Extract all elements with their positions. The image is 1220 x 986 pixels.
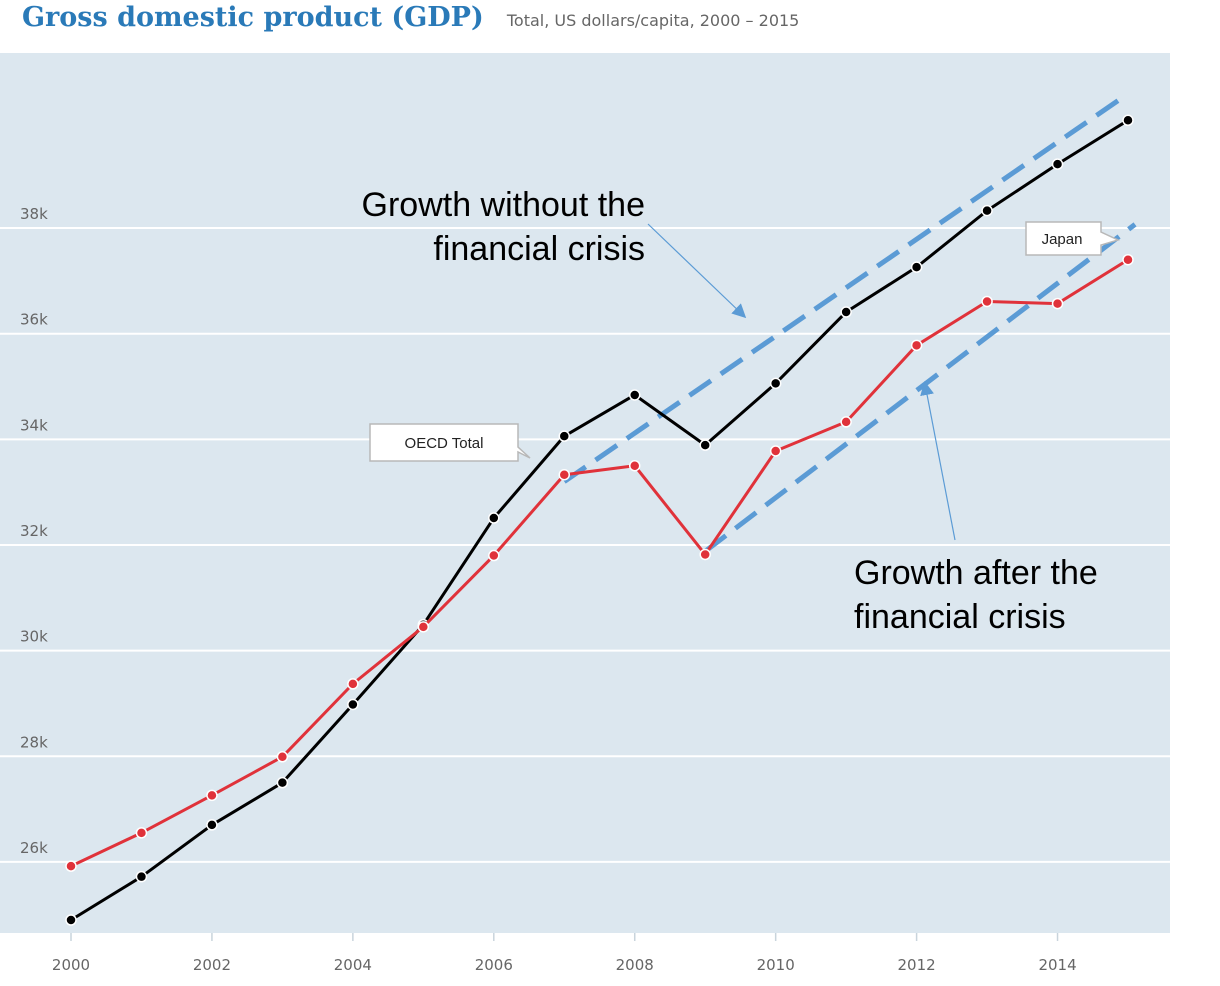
- data-point-japan: [206, 789, 218, 802]
- data-point-oecd-total: [206, 819, 218, 831]
- data-point-japan: [488, 549, 500, 562]
- series-line-japan: [70, 258, 1129, 868]
- data-point-japan: [276, 751, 289, 763]
- data-point-japan: [1122, 253, 1134, 266]
- annotation-arrow-after-crisis: [920, 381, 956, 541]
- data-point-oecd-total: [981, 204, 993, 217]
- data-point-oecd-total: [769, 377, 782, 390]
- annotation-line: financial crisis: [854, 598, 1066, 636]
- x-tick-label: 2012: [898, 956, 936, 974]
- data-point-japan: [628, 459, 641, 472]
- data-point-oecd-total: [628, 389, 641, 401]
- callout-label-oecd: OECD Total: [405, 435, 484, 452]
- callout-box-oecd: [369, 423, 531, 462]
- data-point-oecd-total: [1051, 158, 1064, 170]
- x-tick-label: 2000: [52, 956, 90, 974]
- data-point-japan: [840, 416, 852, 428]
- data-point-japan: [910, 339, 923, 352]
- data-point-japan: [1051, 297, 1064, 310]
- data-point-japan: [699, 548, 711, 561]
- data-point-oecd-total: [558, 430, 571, 442]
- chart-title: Gross domestic product (GDP): [22, 2, 484, 33]
- data-point-oecd-total: [65, 914, 77, 926]
- x-tick-label: 2014: [1038, 956, 1076, 974]
- data-point-oecd-total: [347, 698, 359, 711]
- y-tick-label: 26k: [20, 839, 48, 857]
- data-point-japan: [981, 295, 993, 308]
- y-tick-label: 38k: [20, 205, 48, 223]
- callout-label-japan: Japan: [1042, 231, 1083, 248]
- y-tick-label: 32k: [20, 522, 48, 540]
- data-point-japan: [347, 678, 359, 690]
- x-tick-label: 2010: [757, 956, 795, 974]
- data-point-oecd-total: [699, 439, 711, 451]
- data-point-oecd-total: [276, 776, 289, 789]
- chart-header: Gross domestic product (GDP) Total, US d…: [22, 2, 799, 33]
- plot-background: [0, 53, 1170, 933]
- x-tick-label: 2004: [334, 956, 372, 974]
- annotation-growth-without-crisis: Growth without the financial crisis: [362, 186, 645, 268]
- annotation-growth-after-crisis: Growth after the financial crisis: [854, 554, 1098, 636]
- data-point-oecd-total: [135, 870, 148, 883]
- y-tick-label: 34k: [20, 416, 48, 434]
- data-point-oecd-total: [1122, 114, 1134, 127]
- callout-box-japan: [1025, 221, 1121, 256]
- x-tick-label: 2006: [475, 956, 513, 974]
- annotation-line: Growth after the: [854, 554, 1098, 592]
- data-point-japan: [417, 621, 430, 633]
- x-tick-label: 2002: [193, 956, 231, 974]
- data-point-oecd-total: [488, 512, 500, 524]
- data-point-japan: [135, 827, 148, 839]
- annotation-line: Growth without the: [362, 186, 645, 224]
- series-line-oecd-total: [70, 119, 1129, 922]
- data-point-oecd-total: [910, 261, 923, 273]
- annotation-arrow-without-crisis: [647, 223, 747, 319]
- y-tick-label: 28k: [20, 733, 48, 751]
- x-tick-label: 2008: [616, 956, 654, 974]
- data-point-japan: [558, 468, 571, 481]
- trend-line: [703, 222, 1137, 554]
- y-tick-label: 36k: [20, 311, 48, 329]
- y-tick-label: 30k: [20, 628, 48, 646]
- data-point-oecd-total: [840, 306, 852, 318]
- data-point-japan: [65, 860, 77, 872]
- annotation-line: financial crisis: [433, 230, 645, 268]
- data-point-japan: [769, 445, 782, 457]
- chart-subtitle: Total, US dollars/capita, 2000 – 2015: [506, 11, 800, 30]
